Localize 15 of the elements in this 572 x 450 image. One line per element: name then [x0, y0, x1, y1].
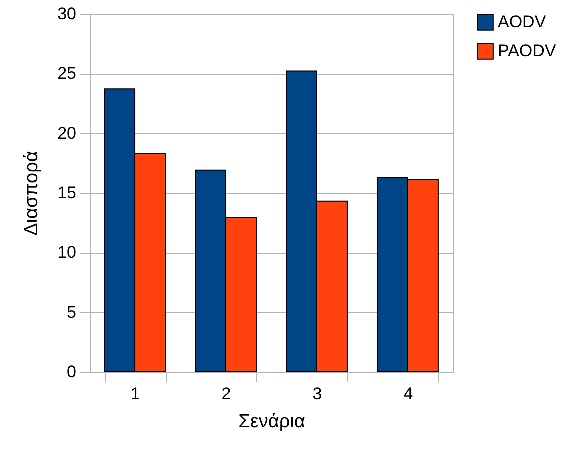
x-tick-label: 3: [312, 384, 322, 404]
x-tick-label: 2: [222, 384, 232, 404]
legend-label: AODV: [498, 12, 547, 32]
y-axis-title: Διασπορά: [22, 151, 43, 236]
y-tick-label: 15: [58, 184, 76, 202]
y-tick-label: 25: [58, 64, 76, 84]
y-tick-label: 5: [67, 302, 76, 322]
legend-label: PAODV: [498, 42, 557, 60]
y-tick-label: 20: [58, 124, 76, 143]
y-tick-label: 30: [58, 4, 76, 24]
y-tick-label: 0: [67, 362, 76, 382]
x-tick-label: 1: [130, 384, 140, 404]
y-tick-label: 10: [58, 243, 76, 262]
x-tick-label: 4: [404, 384, 414, 404]
x-axis-title: Σενάρια: [238, 412, 306, 432]
